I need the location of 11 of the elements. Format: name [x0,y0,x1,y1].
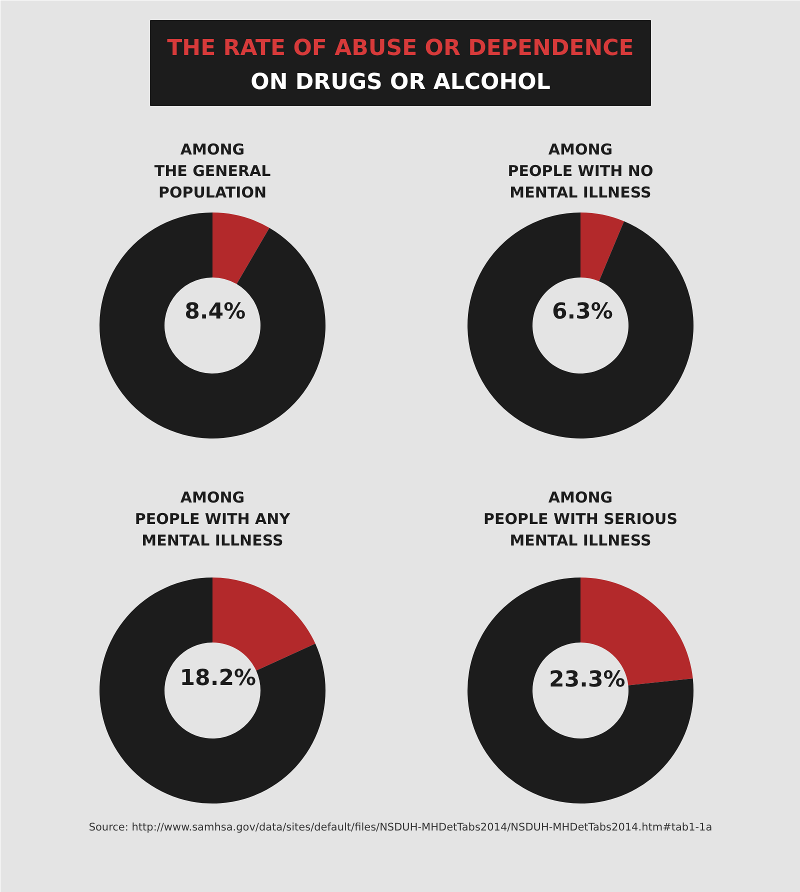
chart-title: AMONG PEOPLE WITH NO MENTAL ILLNESS [508,140,654,202]
data-label: 23.3% [549,668,626,693]
data-label: 6.3% [552,299,613,324]
data-label: 18.2% [180,666,256,692]
text: ON DRUGS OR ALCOHOL [250,70,550,95]
text: THE RATE OF ABUSE OR DEPENDENCE [167,36,634,61]
data-label: 8.4% [184,299,246,324]
source-note: Source: http://www.samhsa.gov/data/sites/default/files/NSDUH-MHDetTabs2014/NSDUH-MHDetTabs2014.htm#tab1-1a [88,822,712,834]
chart-title: AMONG PEOPLE WITH ANY MENTAL ILLNESS [134,488,292,550]
chart-title: AMONG THE GENERAL POPULATION [154,140,272,202]
chart-title: AMONG PEOPLE WITH SERIOUS MENTAL ILLNESS [483,488,678,550]
